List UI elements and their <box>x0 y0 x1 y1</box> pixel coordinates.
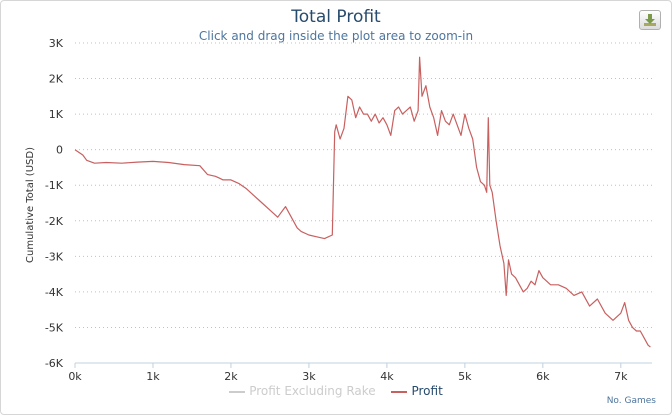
chart-title: Total Profit <box>291 7 381 27</box>
legend-swatch <box>391 390 408 393</box>
export-button[interactable] <box>639 10 661 30</box>
legend-label: Profit <box>411 384 443 398</box>
x-axis-label: No. Games <box>606 396 656 406</box>
legend-item-profit[interactable]: Profit <box>391 384 443 398</box>
download-icon <box>644 14 656 26</box>
legend-label: Profit Excluding Rake <box>249 384 376 398</box>
legend-swatch <box>229 390 246 393</box>
chart-subtitle: Click and drag inside the plot area to z… <box>198 29 474 43</box>
chart-legend: Profit Excluding Rake Profit <box>0 384 672 398</box>
legend-item-profit-excluding-rake[interactable]: Profit Excluding Rake <box>229 384 376 398</box>
